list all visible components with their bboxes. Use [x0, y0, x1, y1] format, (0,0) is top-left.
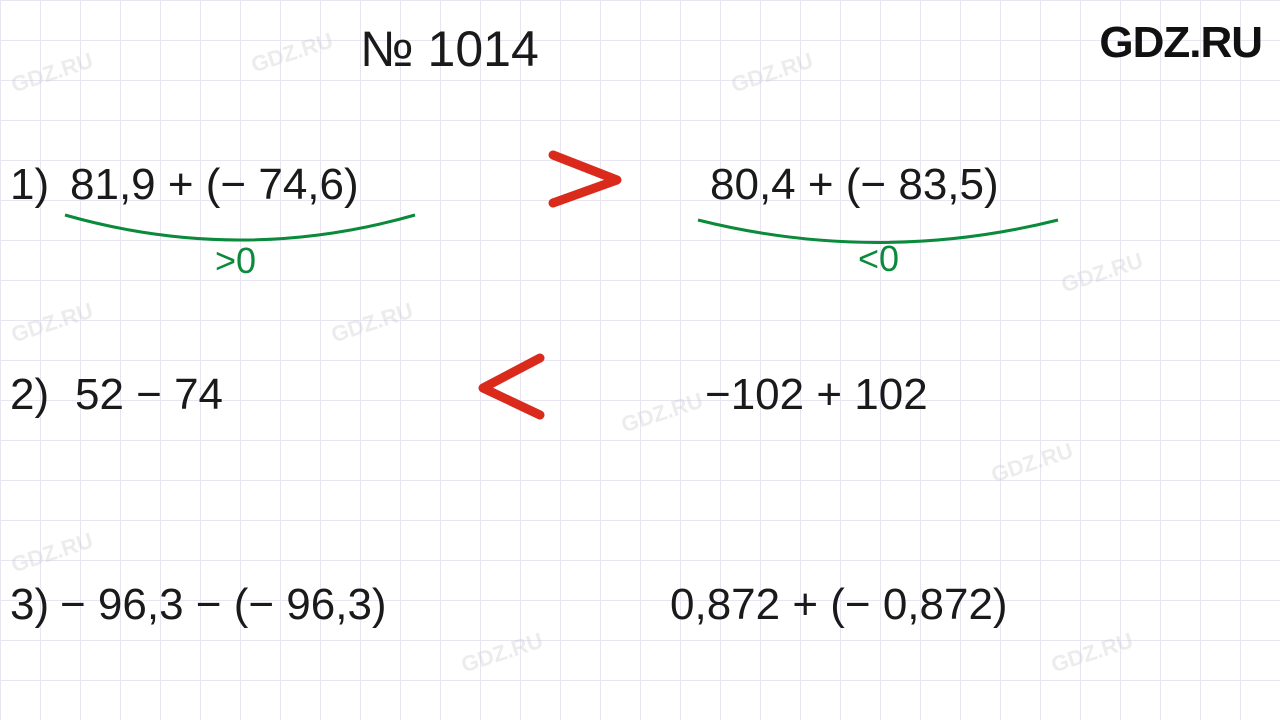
row3-left-expression: − 96,3 − (− 96,3): [60, 580, 387, 630]
row2-left-expression: 52 − 74: [75, 370, 223, 420]
row1-right-annotation: <0: [858, 238, 899, 280]
row2-right-expression: −102 + 102: [705, 370, 928, 420]
row1-number: 1): [10, 160, 49, 210]
row1-left-annotation: >0: [215, 240, 256, 282]
row1-right-expression: 80,4 + (− 83,5): [710, 160, 999, 210]
row2-number: 2): [10, 370, 49, 420]
row1-left-expression: 81,9 + (− 74,6): [70, 160, 359, 210]
site-logo: GDZ.RU: [1099, 18, 1262, 68]
row3-number: 3): [10, 580, 49, 630]
row3-right-expression: 0,872 + (− 0,872): [670, 580, 1008, 630]
page-title: № 1014: [360, 20, 539, 78]
